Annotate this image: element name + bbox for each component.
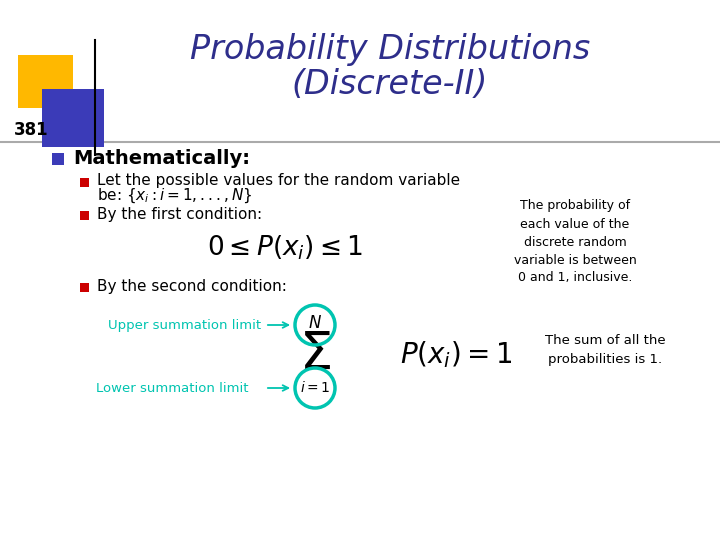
Text: (Discrete-II): (Discrete-II) <box>292 69 488 102</box>
Text: $\Sigma$: $\Sigma$ <box>299 329 331 381</box>
FancyBboxPatch shape <box>42 89 104 147</box>
Text: 381: 381 <box>14 121 49 139</box>
Text: Mathematically:: Mathematically: <box>73 150 250 168</box>
FancyBboxPatch shape <box>80 211 89 220</box>
Text: $0 \leq P(x_i) \leq 1$: $0 \leq P(x_i) \leq 1$ <box>207 234 363 262</box>
Text: Let the possible values for the random variable: Let the possible values for the random v… <box>97 172 460 187</box>
Text: The sum of all the
probabilities is 1.: The sum of all the probabilities is 1. <box>545 334 665 366</box>
FancyBboxPatch shape <box>52 153 64 165</box>
Text: Upper summation limit: Upper summation limit <box>108 319 261 332</box>
Text: $P(x_i) = 1$: $P(x_i) = 1$ <box>400 340 512 370</box>
Text: be: $\{x_i : i = 1,...,N\}$: be: $\{x_i : i = 1,...,N\}$ <box>97 187 252 205</box>
FancyBboxPatch shape <box>80 283 89 292</box>
FancyBboxPatch shape <box>18 55 73 108</box>
Text: The probability of
each value of the
discrete random
variable is between
0 and 1: The probability of each value of the dis… <box>513 199 636 285</box>
Text: $N$: $N$ <box>308 315 322 333</box>
Text: Probability Distributions: Probability Distributions <box>190 33 590 66</box>
FancyBboxPatch shape <box>80 178 89 187</box>
Text: $i{=}1$: $i{=}1$ <box>300 381 330 395</box>
Text: By the first condition:: By the first condition: <box>97 207 262 222</box>
Text: By the second condition:: By the second condition: <box>97 280 287 294</box>
Text: Lower summation limit: Lower summation limit <box>96 381 248 395</box>
